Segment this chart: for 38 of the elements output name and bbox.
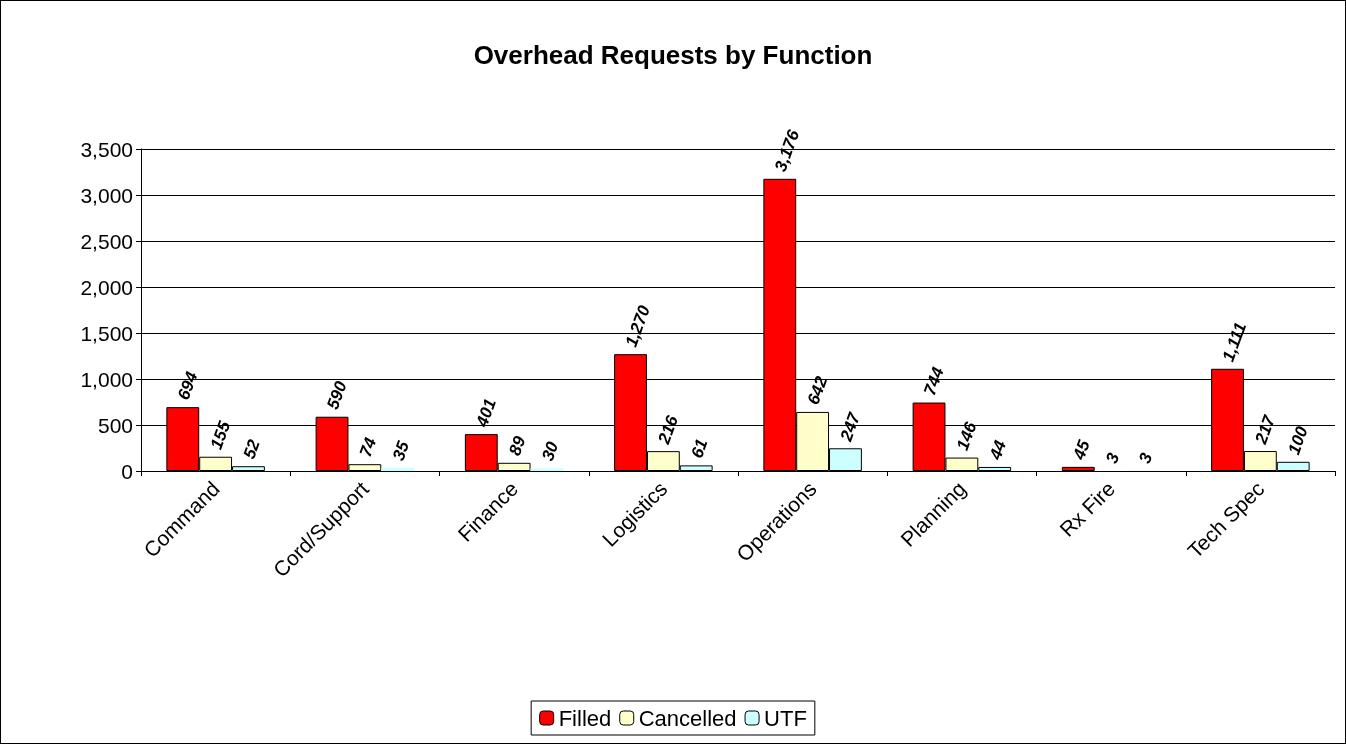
y-tick-label: 2,500: [80, 229, 133, 253]
data-label: 35: [388, 438, 414, 464]
bar: [381, 467, 415, 471]
data-label: 100: [1284, 423, 1313, 458]
y-tick-label: 1,500: [80, 321, 133, 345]
chart-title: Overhead Requests by Function: [473, 40, 873, 70]
y-tick-label: 500: [97, 413, 133, 437]
x-tick-label: Rx Fire: [1055, 476, 1120, 541]
data-label: 3: [1135, 450, 1157, 466]
data-label: 744: [920, 364, 948, 398]
data-label: 45: [1069, 437, 1094, 464]
data-label: 401: [472, 396, 500, 431]
bar: [1061, 466, 1095, 471]
y-tick-label: 3,500: [80, 137, 133, 161]
data-label: 52: [239, 436, 265, 462]
data-label: 247: [836, 408, 865, 445]
data-label: 217: [1251, 411, 1280, 448]
data-label: 61: [687, 436, 712, 461]
data-label: 30: [538, 438, 563, 464]
y-tick-label: 1,000: [80, 367, 133, 391]
data-label: 590: [323, 378, 351, 412]
legend-label: Filled: [558, 705, 612, 731]
legend-label: Cancelled: [638, 705, 737, 731]
data-label: 89: [505, 433, 530, 459]
legend-label: UTF: [764, 705, 807, 731]
data-label: 1,111: [1218, 319, 1251, 365]
data-label: 74: [355, 434, 381, 460]
data-label: 642: [803, 373, 832, 408]
data-label: 44: [985, 437, 1011, 464]
y-tick-label: 3,000: [80, 183, 133, 207]
bar: [530, 468, 564, 471]
data-label: 216: [654, 412, 683, 448]
y-tick-label: 0: [121, 459, 133, 483]
data-label: 694: [173, 368, 202, 403]
y-tick-label: 2,000: [80, 275, 133, 299]
data-label: 3,176: [770, 127, 804, 175]
data-label: 3: [1102, 450, 1124, 466]
data-label: 1,270: [621, 302, 655, 350]
